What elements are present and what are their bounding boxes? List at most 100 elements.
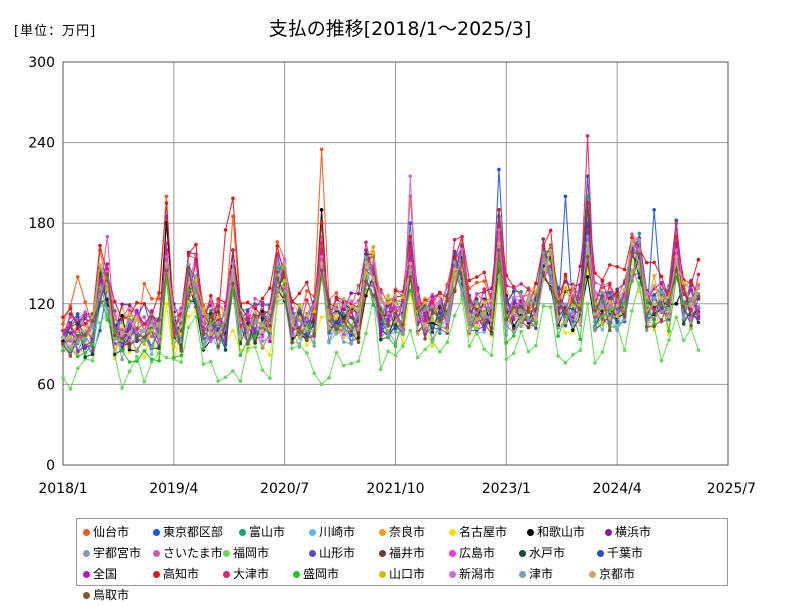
- data-point: [430, 308, 435, 313]
- data-point: [61, 349, 65, 353]
- x-tick-label: 2018/1: [38, 481, 87, 497]
- data-point: [489, 353, 494, 358]
- data-point: [341, 296, 346, 301]
- data-point: [305, 351, 309, 355]
- data-point: [231, 268, 235, 273]
- x-axis-ticks: 2018/1 2019/4 2020/7 2021/10 2023/1 2024/4 202…: [38, 481, 756, 497]
- data-point: [120, 348, 124, 353]
- data-point: [607, 263, 612, 267]
- data-point: [68, 387, 73, 391]
- data-point: [600, 278, 605, 283]
- y-tick-label: 180: [28, 216, 55, 232]
- data-point: [208, 359, 213, 364]
- data-point: [231, 369, 235, 373]
- data-point: [90, 319, 95, 323]
- legend-item: 鳥取市: [83, 585, 161, 606]
- data-point: [600, 350, 605, 354]
- data-point: [334, 295, 339, 300]
- legend-label: 山形市: [319, 546, 356, 560]
- data-point: [164, 302, 169, 306]
- data-point: [186, 325, 191, 330]
- data-point: [68, 338, 73, 343]
- data-point: [696, 283, 701, 288]
- data-point: [231, 248, 235, 252]
- data-point: [334, 302, 339, 307]
- data-point: [541, 250, 546, 255]
- data-point: [260, 321, 265, 326]
- data-point: [349, 315, 353, 320]
- data-point: [68, 323, 73, 327]
- data-point: [61, 375, 65, 380]
- data-point: [164, 268, 169, 273]
- legend-marker: [83, 550, 90, 557]
- data-point: [253, 306, 257, 310]
- data-point: [275, 251, 280, 256]
- data-point: [585, 241, 590, 246]
- data-point: [112, 333, 117, 338]
- data-point: [622, 314, 627, 319]
- data-point: [149, 357, 154, 362]
- data-point: [438, 318, 442, 323]
- data-point: [652, 324, 656, 329]
- data-point: [600, 291, 605, 296]
- legend-marker: [449, 529, 456, 536]
- data-point: [415, 306, 420, 310]
- legend-label: 高知市: [163, 567, 200, 581]
- data-point: [319, 207, 324, 212]
- legend-item: 東京都区部: [153, 522, 239, 543]
- data-point: [83, 337, 87, 342]
- data-point: [696, 320, 701, 325]
- data-point: [127, 342, 132, 346]
- data-point: [378, 307, 383, 311]
- x-tick-label: 2021/10: [366, 481, 424, 497]
- data-point: [393, 293, 398, 298]
- data-point: [401, 344, 405, 349]
- data-point: [563, 331, 568, 335]
- legend-label: 東京都区部: [163, 525, 224, 539]
- data-point: [245, 312, 250, 316]
- legend-item: 広島市: [449, 543, 519, 564]
- data-point: [423, 337, 427, 341]
- data-point: [194, 314, 198, 319]
- data-point: [135, 339, 139, 344]
- data-point: [364, 293, 368, 298]
- legend-item: 川崎市: [309, 522, 379, 543]
- data-point: [164, 355, 169, 360]
- data-point: [75, 349, 80, 354]
- legend-label: 宇都宮市: [93, 546, 142, 560]
- data-point: [157, 290, 161, 295]
- data-point: [393, 288, 398, 293]
- data-point: [497, 167, 501, 172]
- data-point: [378, 333, 383, 337]
- data-point: [75, 312, 80, 316]
- data-point: [526, 287, 531, 292]
- data-point: [297, 318, 302, 323]
- data-point: [179, 308, 184, 313]
- data-point: [415, 332, 420, 336]
- data-point: [652, 296, 656, 301]
- data-point: [135, 300, 139, 305]
- data-point: [179, 317, 184, 322]
- data-point: [201, 311, 206, 315]
- data-point: [216, 297, 220, 301]
- data-point: [541, 304, 546, 308]
- data-point: [164, 241, 169, 246]
- data-point: [223, 323, 228, 328]
- data-point: [423, 347, 427, 352]
- data-point: [297, 311, 302, 316]
- data-point: [305, 280, 309, 285]
- legend-label: 新潟市: [459, 567, 496, 581]
- data-point: [371, 293, 376, 297]
- data-point: [68, 303, 73, 308]
- data-point: [186, 251, 191, 256]
- legend-marker: [449, 571, 456, 578]
- data-point: [430, 330, 435, 334]
- data-point: [312, 315, 317, 319]
- data-point: [474, 275, 479, 279]
- data-point: [208, 308, 213, 313]
- data-point: [149, 323, 154, 328]
- data-point: [253, 341, 257, 345]
- legend-label: 鳥取市: [93, 588, 130, 602]
- data-point: [216, 379, 220, 384]
- legend-item: 福井市: [379, 543, 449, 564]
